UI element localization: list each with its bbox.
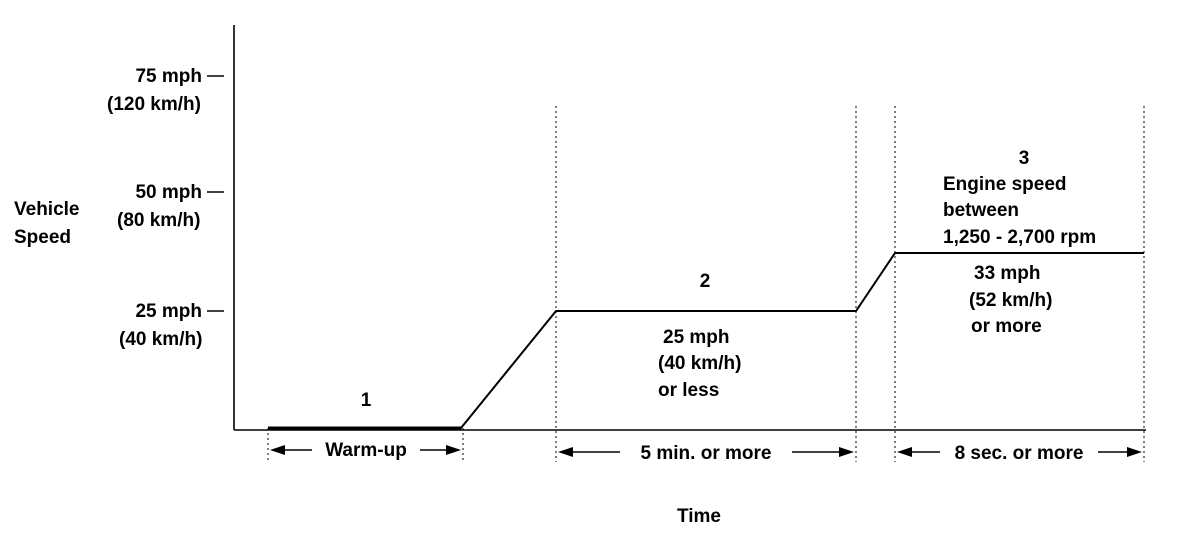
tick-75-kmh: (120 km/h): [107, 94, 201, 115]
phase-3-note-line2: between: [943, 200, 1019, 221]
phase-2-number: 2: [700, 271, 711, 292]
phase-3-number: 3: [1019, 148, 1030, 169]
warm-up-arrowhead-left: [270, 445, 285, 455]
phase-2-condition-line2: (40 km/h): [658, 353, 741, 374]
phase-3-condition-line3: or more: [971, 316, 1042, 337]
phase-3-note-line3: 1,250 - 2,700 rpm: [943, 227, 1096, 248]
phase-2-duration: 5 min. or more: [641, 443, 772, 464]
phase-3-duration: 8 sec. or more: [955, 443, 1084, 464]
phase-3-arrowhead-left: [897, 447, 912, 457]
tick-50-kmh: (80 km/h): [117, 210, 200, 231]
tick-25-kmh: (40 km/h): [119, 329, 202, 350]
phase-3-condition-line1: 33 mph: [974, 263, 1041, 284]
phase-2-arrowhead-right: [839, 447, 854, 457]
phase-3-arrowhead-right: [1127, 447, 1142, 457]
tick-50-mph: 50 mph: [135, 182, 202, 203]
phase-1-number: 1: [361, 390, 372, 411]
tick-25-mph: 25 mph: [135, 301, 202, 322]
y-axis-label-line2: Speed: [14, 227, 71, 248]
phase-2-arrowhead-left: [558, 447, 573, 457]
y-axis-label-line1: Vehicle: [14, 199, 80, 220]
tick-75-mph: 75 mph: [135, 66, 202, 87]
x-axis-label: Time: [677, 506, 721, 527]
phase-1-duration: Warm-up: [325, 440, 407, 461]
phase-3-note-line1: Engine speed: [943, 174, 1067, 195]
phase-3-condition-line2: (52 km/h): [969, 290, 1052, 311]
phase-2-condition-line3: or less: [658, 380, 719, 401]
warm-up-arrowhead-right: [446, 445, 461, 455]
phase-2-condition-line1: 25 mph: [663, 327, 730, 348]
